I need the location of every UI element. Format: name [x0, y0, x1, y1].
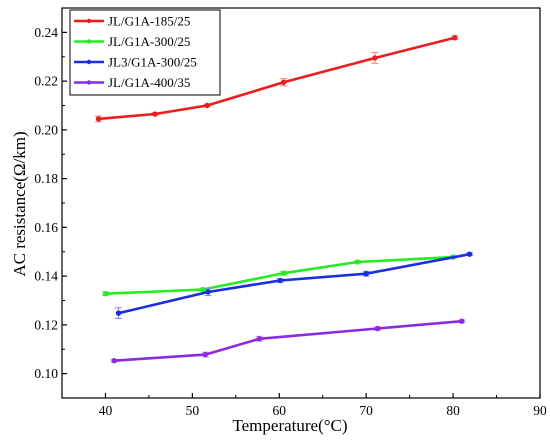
data-point	[466, 251, 473, 257]
y-axis-title: AC resistance(Ω/km)	[10, 131, 29, 276]
legend-marker	[86, 80, 92, 85]
data-point	[205, 289, 211, 295]
x-tick-label: 90	[533, 403, 547, 418]
legend-marker	[86, 39, 92, 44]
axes-ticks: 40 50 60 70 80 90 0.10 0.12 0.14 0.16 0.18 0.20 0.22…	[34, 7, 547, 418]
y-tick-label: 0.24	[34, 25, 58, 40]
y-tick-label: 0.12	[34, 317, 58, 332]
x-axis-title: Temperature(°C)	[232, 416, 347, 435]
data-point	[452, 35, 458, 41]
data-point	[200, 286, 206, 293]
data-point	[202, 351, 209, 358]
series-line	[118, 252, 470, 315]
data-point	[115, 310, 122, 316]
data-point	[204, 102, 210, 109]
legend-box	[69, 9, 221, 96]
data-point	[374, 325, 381, 332]
x-tick-label: 80	[446, 403, 460, 418]
legend-label: JL/G1A-185/25	[108, 14, 190, 29]
series-2	[101, 254, 457, 297]
data-point	[111, 358, 117, 364]
series-line	[98, 36, 456, 121]
data-point	[102, 290, 109, 297]
y-tick-label: 0.16	[34, 220, 58, 235]
legend-label: JL3/G1A-300/25	[108, 55, 197, 70]
legend-label: JL/G1A-400/35	[108, 75, 190, 90]
data-point	[152, 111, 158, 117]
y-tick-label: 0.10	[34, 366, 58, 381]
series-1	[95, 35, 459, 123]
legend-marker	[86, 59, 92, 65]
y-tick-label: 0.22	[34, 74, 58, 89]
data-point	[459, 318, 465, 324]
series-line	[114, 319, 462, 362]
series-4	[110, 318, 466, 364]
x-tick-label: 40	[99, 403, 113, 418]
data-point	[354, 259, 361, 265]
data-point	[256, 336, 262, 342]
data-point	[95, 116, 102, 122]
y-tick-label: 0.20	[34, 122, 58, 137]
series-3	[114, 251, 474, 320]
y-tick-label: 0.14	[34, 269, 58, 284]
data-point	[280, 79, 287, 86]
legend-label: JL/G1A-300/25	[108, 34, 190, 49]
y-tick-label: 0.18	[34, 171, 58, 186]
data-point	[277, 277, 283, 284]
series-layer	[95, 35, 474, 364]
legend: JL/G1A-185/25 JL/G1A-300/25 JL3/G1A-300/25…	[69, 9, 221, 96]
legend-marker	[86, 18, 92, 24]
x-tick-label: 60	[273, 403, 287, 418]
x-tick-label: 50	[186, 403, 200, 418]
x-tick-label: 70	[359, 403, 373, 418]
data-point	[280, 270, 287, 276]
data-point	[363, 270, 369, 277]
series-line	[105, 255, 454, 295]
data-point	[372, 55, 378, 61]
